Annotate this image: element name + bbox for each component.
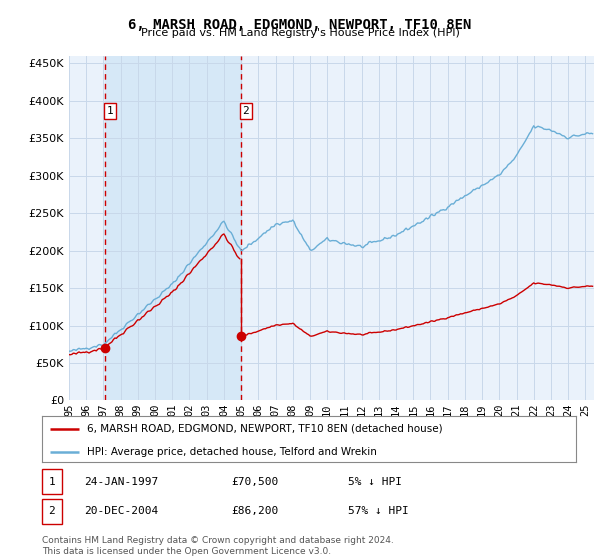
- Text: 5% ↓ HPI: 5% ↓ HPI: [348, 477, 402, 487]
- Text: 57% ↓ HPI: 57% ↓ HPI: [348, 506, 409, 516]
- Text: Contains HM Land Registry data © Crown copyright and database right 2024.
This d: Contains HM Land Registry data © Crown c…: [42, 536, 394, 556]
- Text: £70,500: £70,500: [231, 477, 278, 487]
- Text: 6, MARSH ROAD, EDGMOND, NEWPORT, TF10 8EN: 6, MARSH ROAD, EDGMOND, NEWPORT, TF10 8E…: [128, 18, 472, 32]
- Text: 2: 2: [242, 106, 249, 116]
- Text: 1: 1: [106, 106, 113, 116]
- Text: 20-DEC-2004: 20-DEC-2004: [84, 506, 158, 516]
- Text: Price paid vs. HM Land Registry's House Price Index (HPI): Price paid vs. HM Land Registry's House …: [140, 28, 460, 38]
- Text: 1: 1: [49, 477, 55, 487]
- Text: £86,200: £86,200: [231, 506, 278, 516]
- Text: 6, MARSH ROAD, EDGMOND, NEWPORT, TF10 8EN (detached house): 6, MARSH ROAD, EDGMOND, NEWPORT, TF10 8E…: [88, 424, 443, 434]
- Bar: [104, 56, 241, 400]
- Text: 2: 2: [49, 506, 55, 516]
- Text: HPI: Average price, detached house, Telford and Wrekin: HPI: Average price, detached house, Telf…: [88, 447, 377, 457]
- Text: 24-JAN-1997: 24-JAN-1997: [84, 477, 158, 487]
